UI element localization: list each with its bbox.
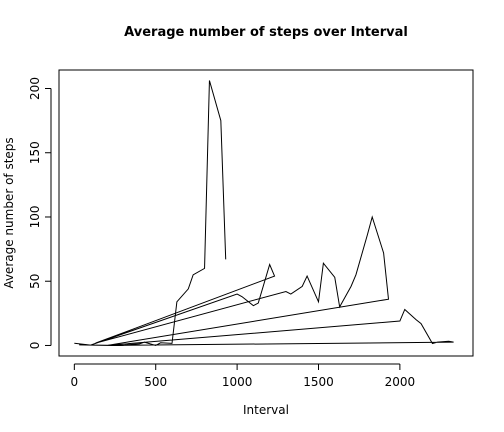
y-tick-label: 100 [28, 206, 42, 229]
y-tick-label: 0 [28, 342, 42, 350]
x-tick-label: 2000 [385, 375, 416, 389]
x-axis-label: Interval [243, 403, 289, 417]
y-tick-label: 150 [28, 141, 42, 164]
plot-box [58, 69, 474, 357]
y-tick-label: 50 [28, 274, 42, 289]
chart-title: Average number of steps over Interval [124, 25, 408, 40]
x-tick-label: 1000 [222, 375, 253, 389]
x-tick-label: 500 [144, 375, 167, 389]
x-tick-label: 0 [71, 375, 79, 389]
y-tick-label: 200 [28, 77, 42, 100]
data-line [74, 80, 454, 346]
x-tick-label: 1500 [303, 375, 334, 389]
y-axis-label: Average number of steps [2, 137, 16, 288]
